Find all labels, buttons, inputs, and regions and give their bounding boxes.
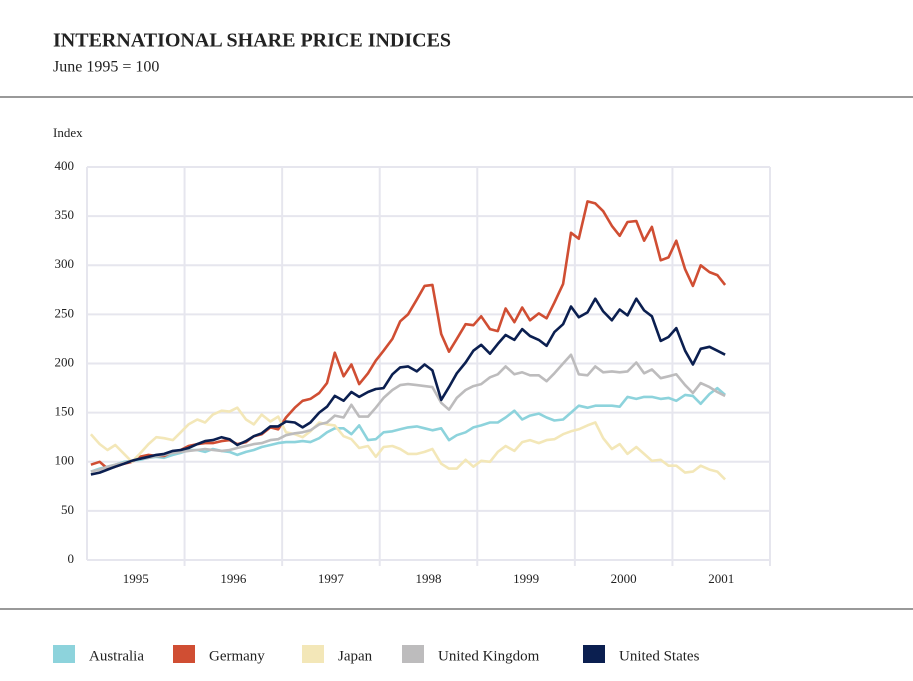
chart-title: INTERNATIONAL SHARE PRICE INDICES: [53, 30, 451, 52]
y-tick-label: 400: [55, 158, 75, 173]
y-tick-label: 0: [68, 551, 75, 566]
y-tick-label: 100: [55, 453, 75, 468]
y-tick-label: 50: [61, 502, 74, 517]
x-tick-label: 1996: [220, 571, 247, 586]
legend-label: Australia: [89, 648, 144, 664]
legend-swatch: [583, 645, 605, 663]
legend-swatch: [53, 645, 75, 663]
y-axis-label: Index: [53, 125, 83, 140]
y-tick-label: 200: [55, 354, 75, 369]
legend-label: Japan: [338, 648, 373, 664]
series-line: [90, 297, 726, 476]
legend-swatch: [402, 645, 424, 663]
y-tick-label: 150: [55, 404, 75, 419]
legend-label: Germany: [209, 648, 265, 664]
y-tick-label: 250: [55, 305, 75, 320]
x-tick-label: 2000: [611, 571, 637, 586]
y-tick-label: 300: [55, 256, 75, 271]
series-line: [89, 406, 727, 481]
x-tick-label: 1999: [513, 571, 539, 586]
y-tick-label: 350: [55, 207, 75, 222]
legend-swatch: [173, 645, 195, 663]
chart-subtitle: June 1995 = 100: [53, 59, 159, 76]
legend-label: United States: [619, 648, 700, 664]
x-tick-label: 2001: [708, 571, 734, 586]
x-tick-label: 1997: [318, 571, 345, 586]
x-tick-label: 1995: [123, 571, 149, 586]
legend-swatch: [302, 645, 324, 663]
legend-label: United Kingdom: [438, 648, 540, 664]
x-tick-label: 1998: [416, 571, 442, 586]
series-line: [90, 353, 726, 473]
